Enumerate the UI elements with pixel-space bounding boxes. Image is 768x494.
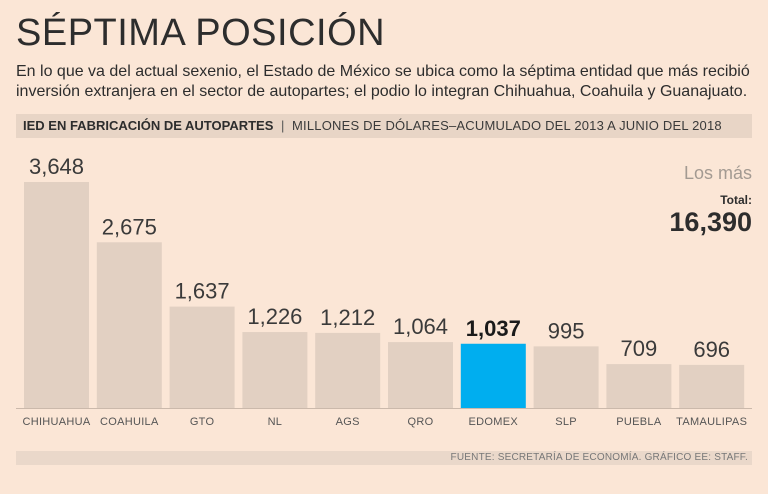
chart-title: IED EN FABRICACIÓN DE AUTOPARTES [23,118,274,133]
bar-chart: 3,648 CHIHUAHUA 2,675 COAHUILA 1,637 GTO 1,226… [16,154,752,428]
value-label-ags: 1,212 [320,305,375,330]
chart-header-band: IED EN FABRICACIÓN DE AUTOPARTES | MILLO… [16,114,752,138]
category-label-chihuahua: CHIHUAHUA [22,416,90,428]
total-value: 16,390 [669,207,752,237]
source-footer: FUENTE: SECRETARÍA DE ECONOMÍA. GRÁFICO … [16,451,752,465]
page-title: SÉPTIMA POSICIÓN [16,12,386,54]
bar-coahuila [96,242,162,408]
category-label-puebla: PUEBLA [616,416,662,428]
bar-qro [388,342,453,408]
category-label-slp: SLP [555,416,577,428]
subtitle: En lo que va del actual sexenio, el Esta… [16,63,750,100]
category-label-gto: GTO [190,416,215,428]
bar-gto [169,306,235,408]
category-label-qro: QRO [408,416,434,428]
category-label-ags: AGS [336,416,360,428]
value-label-chihuahua: 3,648 [29,154,84,179]
value-label-gto: 1,637 [175,279,230,304]
value-label-edomex: 1,037 [466,316,521,341]
value-label-coahuila: 2,675 [102,214,157,239]
bar-edomex [460,343,526,408]
source-text: FUENTE: SECRETARÍA DE ECONOMÍA. GRÁFICO … [450,452,748,463]
bar-nl [242,332,308,408]
totals-box: Los más Total: 16,390 [669,162,752,237]
bar-tamaulipas [679,364,745,408]
value-label-nl: 1,226 [247,304,302,329]
bar-ags [315,332,381,408]
category-label-nl: NL [268,416,283,428]
chart-units: MILLONES DE DÓLARES–ACUMULADO DEL 2013 A… [292,118,722,133]
bar-chihuahua [24,182,89,408]
bar-puebla [606,364,672,408]
totals-heading: Los más [683,163,752,183]
category-label-tamaulipas: TAMAULIPAS [676,416,747,428]
value-label-tamaulipas: 696 [693,337,730,362]
bar-slp [533,346,599,408]
total-label: Total: [720,193,752,207]
value-label-qro: 1,064 [393,314,448,339]
value-label-slp: 995 [548,318,585,343]
category-label-edomex: EDOMEX [469,416,519,428]
value-label-puebla: 709 [621,336,658,361]
category-label-coahuila: COAHUILA [100,416,159,428]
band-separator: | [281,118,285,133]
